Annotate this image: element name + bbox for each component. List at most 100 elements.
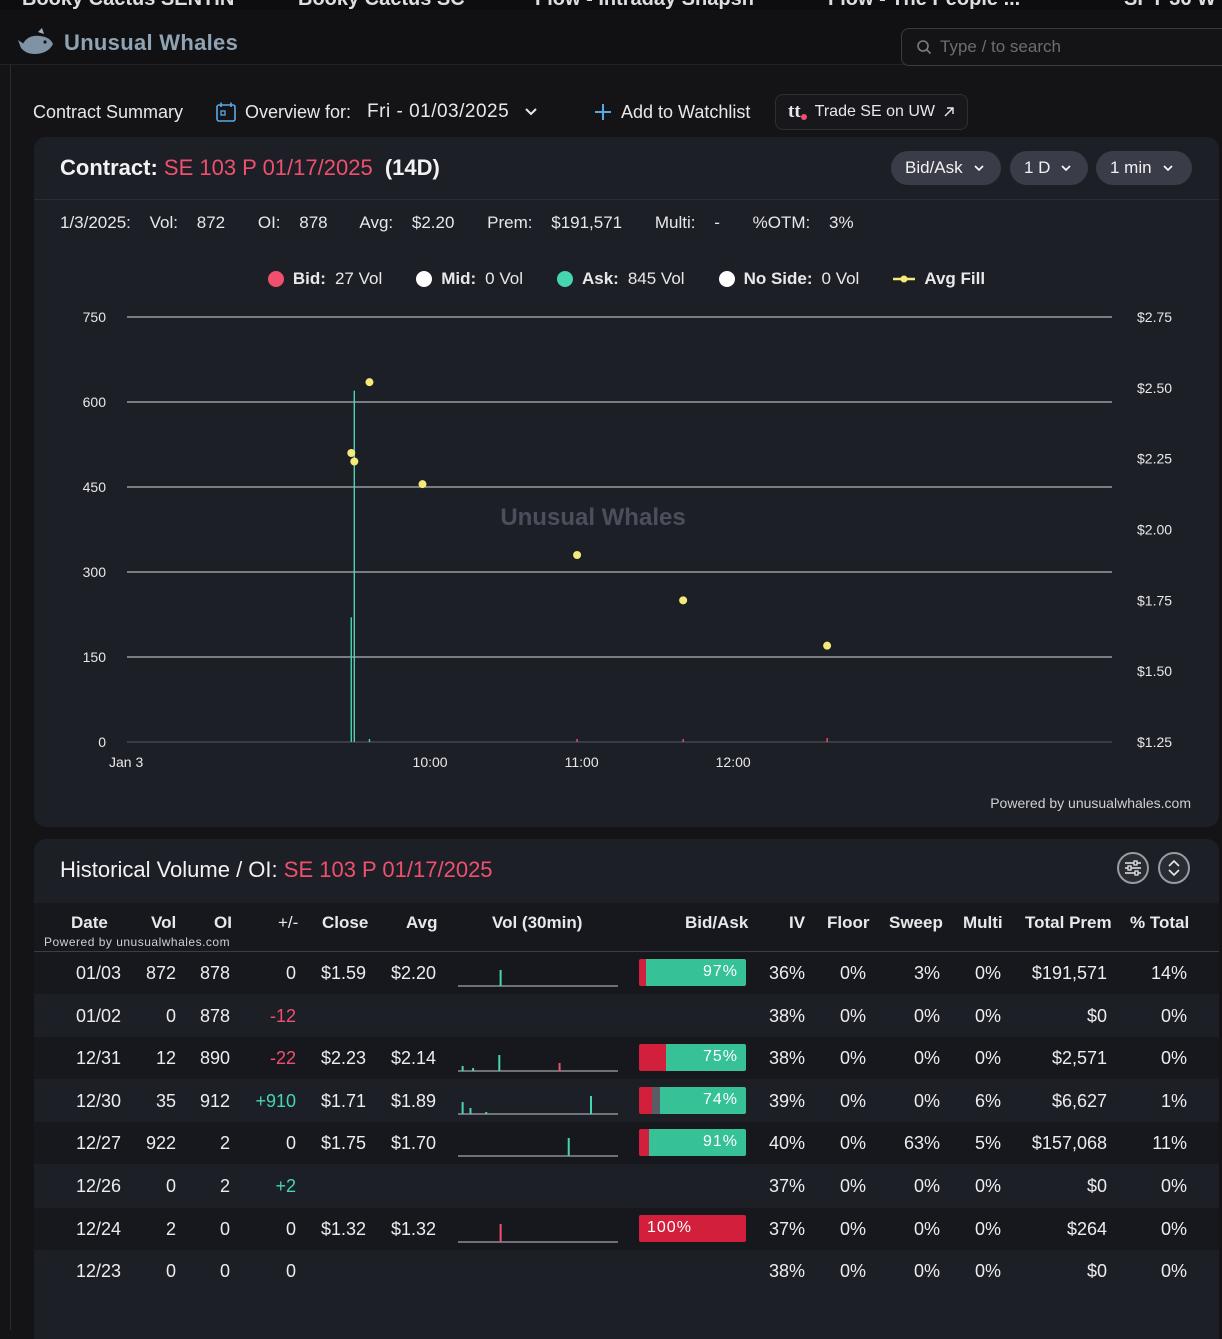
y-left-tick-label: 300 [83, 564, 107, 580]
expand-collapse-button[interactable] [1158, 852, 1190, 884]
x-tick-label: 11:00 [565, 754, 599, 770]
cell-sweep: 0% [913, 1176, 940, 1196]
cell-floor: 0% [839, 1261, 866, 1282]
col-sweep[interactable]: Sweep [889, 913, 943, 932]
volume-avgfill-chart[interactable]: 750 600 450 300 150 0 $2.75 $2.50 $2.25 $2.00 $1.7… [34, 297, 1219, 777]
table-row[interactable]: 12/31 12 890 -22 $2.23 $2.14 75% 38% 0% 0% 0% $2,57… [34, 1037, 1219, 1080]
historical-header: Historical Volume / OI: SE 103 P 01/17/2… [34, 839, 1219, 901]
cell-multi: 6% [974, 1090, 1001, 1111]
table-row[interactable]: 12/27 922 2 0 $1.75 $1.70 91% 40% 0% 63% 5% $157,06… [34, 1122, 1219, 1165]
cell-avg: $2.20 [390, 963, 436, 983]
table-row[interactable]: 01/03 872 878 0 $1.59 $2.20 97% 36% 0% 3% 0% $191,5… [34, 952, 1219, 994]
col-close[interactable]: Close [322, 913, 369, 932]
stat-vol: 872 [196, 213, 226, 232]
contract-title: Contract: SE 103 P 01/17/2025 (14D) [60, 155, 440, 181]
ask-segment [665, 1044, 746, 1072]
stat-oi: 878 [299, 213, 328, 232]
browser-tab[interactable]: Booky Cactus SENTIN [22, 0, 234, 10]
cell-vol: 922 [145, 1133, 176, 1154]
browser-tab[interactable]: Flow - Intraday Snapsh [535, 0, 754, 10]
filter-settings-button[interactable] [1117, 852, 1149, 884]
avg-fill-point [679, 596, 688, 605]
legend-bid[interactable]: Bid: 27 Vol [267, 269, 382, 289]
cell-avg: $2.14 [390, 1048, 436, 1069]
cell-iv: 38% [768, 1005, 805, 1026]
y-right-tick-label: $1.50 [1137, 663, 1172, 679]
browser-tab[interactable]: SPY 36 W [1124, 0, 1216, 10]
bid-segment [639, 1086, 652, 1114]
stat-otm: 3% [828, 213, 854, 232]
overview-date-selector[interactable]: Overview for: Fri - 01/03/2025 [215, 101, 539, 123]
cell-oi: 0 [219, 1218, 230, 1239]
cell-pct-total: 11% [1152, 1133, 1187, 1154]
timeframe-dropdown[interactable]: 1 D [1010, 151, 1088, 185]
y-right-tick-label: $2.50 [1137, 380, 1172, 396]
cell-sweep: 0% [913, 1261, 940, 1282]
col-multi[interactable]: Multi [963, 913, 1003, 932]
search-input[interactable] [938, 36, 1192, 58]
bid-ask-bar: 74% [639, 1086, 746, 1114]
add-to-watchlist-button[interactable]: Add to Watchlist [593, 102, 750, 123]
cell-total-prem: $0 [1086, 1176, 1107, 1196]
cell-multi: 0% [974, 1218, 1001, 1239]
cell-total-prem: $157,068 [1031, 1133, 1107, 1154]
tastytrade-logo-icon: tt [788, 101, 801, 122]
col-bid-ask[interactable]: Bid/Ask [685, 913, 749, 932]
cell-total-prem: $6,627 [1051, 1090, 1107, 1111]
table-row[interactable]: 12/24 2 0 0 $1.32 $1.32 100% 37% 0% 0% 0% $264 0% [34, 1207, 1219, 1250]
cell-iv: 37% [768, 1218, 805, 1239]
cell-oi: 2 [219, 1176, 230, 1196]
powered-by: Powered by unusualwhales.com [990, 795, 1191, 811]
legend-noside[interactable]: No Side: 0 Vol [718, 269, 859, 289]
interval-dropdown[interactable]: 1 min [1096, 151, 1192, 185]
col-date[interactable]: Date [71, 913, 108, 932]
browser-tab[interactable]: Booky Cactus SC [298, 0, 465, 10]
col-change[interactable]: +/- [278, 913, 299, 932]
y-left-tick-label: 0 [98, 734, 106, 750]
contract-dte: (14D) [384, 155, 440, 180]
col-iv[interactable]: IV [789, 913, 806, 932]
search-box[interactable] [901, 28, 1222, 66]
cell-vol: 35 [155, 1090, 176, 1111]
contract-stats: 1/3/2025: Vol: 872 OI: 878 Avg: $2.20 Pr… [60, 213, 882, 233]
historical-symbol: SE 103 P 01/17/2025 [283, 857, 493, 882]
col-total-prem[interactable]: Total Prem [1025, 913, 1112, 932]
plus-icon [595, 104, 611, 120]
table-row[interactable]: 12/26 0 2 +2 37% 0% 0% 0% $0 0% [34, 1165, 1219, 1207]
x-tick-label: Jan 3 [109, 754, 143, 770]
cell-pct-total: 0% [1160, 1048, 1187, 1069]
bid-ask-bar: 91% [639, 1129, 746, 1157]
table-row[interactable]: 12/23 0 0 0 38% 0% 0% 0% $0 0% [34, 1250, 1219, 1292]
side-dropdown[interactable]: Bid/Ask [891, 151, 1001, 185]
col-vol[interactable]: Vol [151, 913, 177, 932]
cell-change: -12 [269, 1005, 296, 1026]
table-row[interactable]: 01/02 0 878 -12 38% 0% 0% 0% $0 0% [34, 995, 1219, 1037]
col-avg[interactable]: Avg [406, 913, 438, 932]
legend-ask-label: Ask: [581, 269, 619, 288]
cell-date: 12/30 [75, 1090, 121, 1111]
cell-floor: 0% [839, 1176, 866, 1196]
col-oi[interactable]: OI [214, 913, 232, 932]
stat-prem-label: Prem: [487, 213, 533, 232]
table-row[interactable]: 12/30 35 912 +910 $1.71 $1.89 74% 39% 0% 0% 6% $6,6… [34, 1080, 1219, 1122]
add-to-watchlist-label: Add to Watchlist [621, 101, 751, 122]
noside-dot-icon [718, 271, 735, 287]
cell-sweep: 0% [913, 1218, 940, 1239]
x-tick-label: 10:00 [413, 754, 448, 770]
legend-avgfill[interactable]: Avg Fill [893, 269, 985, 289]
cell-sweep: 3% [913, 963, 940, 983]
legend-mid[interactable]: Mid: 0 Vol [416, 269, 523, 289]
legend-ask[interactable]: Ask: 845 Vol [556, 269, 685, 289]
bid-segment [639, 959, 647, 986]
col-pct-total[interactable]: % Total [1130, 913, 1190, 932]
trade-on-uw-button[interactable]: tt Trade SE on UW [775, 94, 968, 130]
col-floor[interactable]: Floor [827, 913, 870, 932]
cell-floor: 0% [839, 1005, 866, 1026]
timeframe-dropdown-label: 1 D [1024, 158, 1051, 177]
cell-sweep: 0% [913, 1090, 940, 1111]
browser-tab[interactable]: Flow - The People ... [828, 0, 1020, 10]
col-vol-30min[interactable]: Vol (30min) [492, 913, 583, 932]
app-logo[interactable]: Unusual Whales [18, 28, 238, 58]
chevron-down-icon [974, 165, 984, 172]
historical-title: Historical Volume / OI: SE 103 P 01/17/2… [60, 857, 493, 883]
